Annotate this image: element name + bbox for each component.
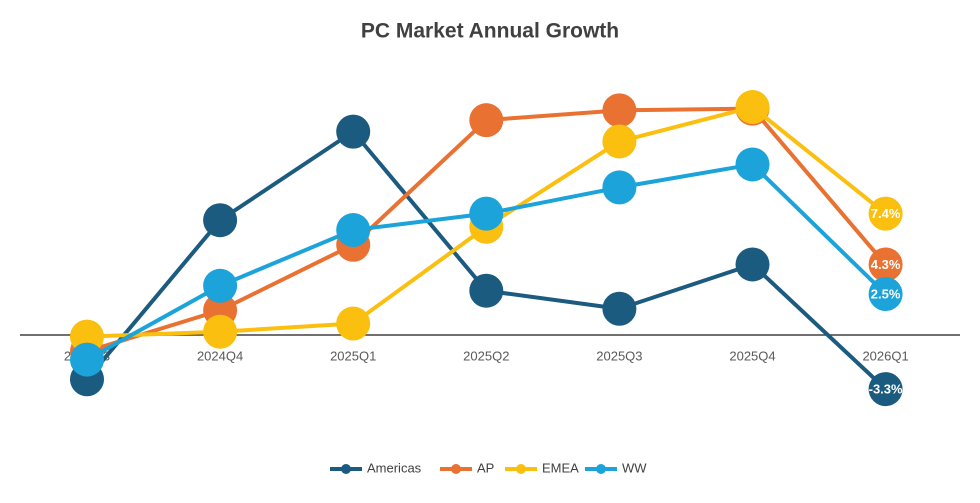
x-tick-label: 2025Q2 [463,348,509,363]
marker [602,170,637,205]
x-tick-label: 2026Q1 [862,348,908,363]
marker [336,114,371,149]
data-label: 4.3% [871,257,901,272]
legend-marker [596,464,606,474]
series: 2.5% [70,147,903,377]
marker [469,103,504,138]
marker [70,342,104,377]
marker [868,247,903,282]
marker [469,196,504,231]
legend-marker [516,464,526,474]
marker [336,306,371,341]
data-label: 2.5% [871,286,901,301]
chart-title: PC Market Annual Growth [361,20,619,43]
legend-label: AP [477,460,494,475]
data-label: -3.3% [869,382,903,397]
legend-label: WW [622,460,647,475]
marker [735,90,770,125]
series: -3.3% [70,114,903,407]
marker [469,273,504,308]
x-tick-label: 2025Q4 [729,348,775,363]
marker [868,196,903,231]
legend-label: EMEA [542,460,579,475]
x-tick-label: 2025Q1 [330,348,376,363]
legend-label: Americas [367,460,422,475]
marker [203,268,238,303]
x-tick-label: 2024Q4 [197,348,243,363]
marker [602,93,637,128]
marker [868,277,903,311]
marker [203,314,238,349]
marker [868,372,903,407]
marker [602,291,637,326]
legend-marker [341,464,351,474]
data-label: 7.4% [871,206,901,221]
marker [203,203,238,238]
marker [735,147,770,182]
marker [602,124,637,159]
x-tick-label: 2025Q3 [596,348,642,363]
marker [735,247,770,282]
legend-marker [451,464,461,474]
marker [336,213,371,248]
